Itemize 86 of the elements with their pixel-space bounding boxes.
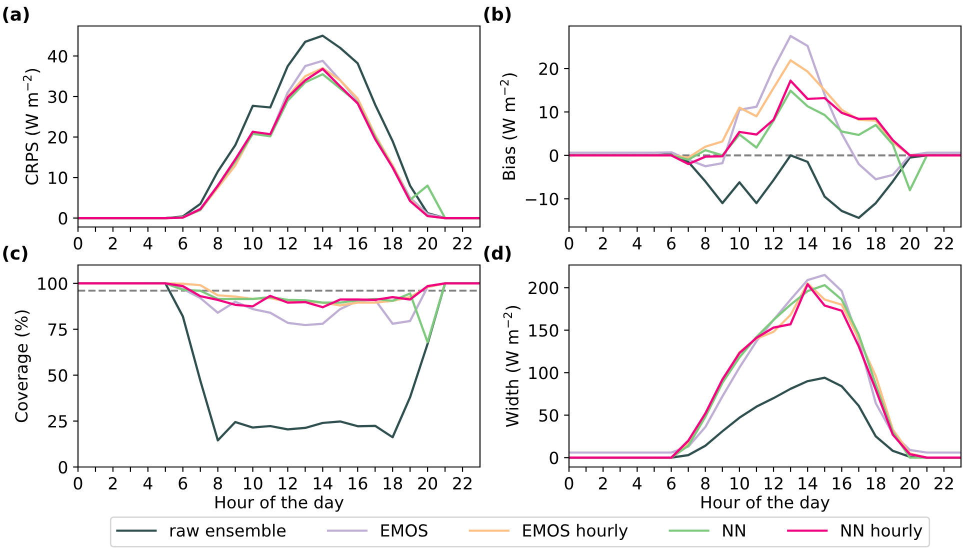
x-tick-label: 18 (867, 237, 886, 250)
x-axis-title: Hour of the day (216, 496, 344, 512)
x-tick-label: 4 (632, 477, 642, 490)
x-tick-label: 14 (798, 237, 818, 250)
y-tick-label: 25 (48, 415, 67, 428)
x-tick-label: 20 (418, 477, 438, 490)
y-tick-label: 30 (48, 90, 68, 104)
x-tick-label: 18 (384, 237, 402, 250)
y-axis-title: Width (W m$^{−2}$) (503, 306, 521, 427)
x-tick-label: 12 (764, 477, 782, 490)
x-tick-label: 2 (599, 477, 607, 490)
chart-title: (b) (484, 6, 511, 24)
x-tick-label: 4 (143, 477, 152, 490)
x-tick-label: 8 (701, 477, 710, 490)
x-tick-label: 18 (384, 477, 402, 490)
x-tick-label: 0 (74, 237, 82, 250)
chart-title: (a) (3, 6, 29, 24)
x-tick-label: 6 (667, 237, 676, 250)
x-tick-label: 10 (244, 477, 262, 490)
x-tick-label: 4 (143, 237, 152, 250)
x-tick-label: 18 (867, 477, 886, 490)
y-tick-label: −10 (526, 192, 558, 206)
x-tick-label: 6 (178, 237, 188, 250)
y-tick-label: 150 (529, 324, 558, 337)
y-tick-label: 10 (540, 106, 558, 119)
x-tick-label: 10 (244, 237, 262, 250)
y-tick-label: 20 (539, 62, 558, 76)
x-tick-label: 2 (108, 237, 117, 250)
x-tick-label: 12 (764, 237, 782, 250)
legend-label: raw ensemble (170, 524, 286, 537)
x-tick-label: 14 (314, 477, 332, 490)
y-axis-title: Bias (W m$^{−2}$) (500, 73, 518, 180)
y-tick-label: 0 (58, 212, 68, 225)
y-axis-title: Coverage (%) (14, 310, 31, 422)
line-series (164, 282, 446, 307)
y-tick-label: 100 (38, 277, 68, 290)
chart-title: (c) (3, 246, 28, 262)
x-tick-label: 16 (832, 477, 852, 490)
y-tick-label: 0 (58, 460, 68, 474)
line-series (78, 282, 480, 308)
x-tick-label: 16 (832, 237, 852, 250)
x-tick-label: 16 (348, 477, 368, 490)
x-tick-label: 14 (798, 477, 818, 490)
x-axis-title: Hour of the day (702, 496, 830, 512)
x-tick-label: 22 (453, 237, 472, 250)
x-tick-label: 22 (934, 477, 953, 490)
x-tick-label: 8 (214, 237, 222, 250)
x-tick-label: 12 (278, 477, 297, 490)
legend-label: NN (723, 524, 745, 537)
x-tick-label: 12 (278, 237, 297, 250)
y-axis-title: CRPS (W m$^{−2}$) (22, 68, 40, 185)
x-tick-label: 8 (214, 477, 222, 490)
x-tick-label: 4 (632, 237, 642, 250)
x-tick-label: 8 (701, 237, 710, 250)
x-tick-label: 2 (108, 477, 117, 490)
x-tick-label: 0 (564, 237, 574, 250)
x-tick-label: 2 (599, 237, 607, 250)
y-tick-label: 75 (48, 323, 67, 336)
y-tick-label: 200 (528, 282, 558, 294)
x-tick-label: 10 (730, 477, 749, 490)
line-series (569, 80, 961, 166)
x-tick-label: 20 (900, 237, 920, 250)
y-tick-label: 0 (550, 452, 558, 464)
x-tick-label: 6 (178, 477, 188, 490)
chart-title: (d) (484, 246, 511, 262)
y-tick-label: 0 (550, 149, 558, 162)
x-tick-label: 6 (667, 477, 676, 490)
y-tick-label: 100 (529, 366, 558, 380)
y-tick-label: 50 (539, 409, 558, 422)
x-tick-label: 20 (418, 237, 438, 250)
x-tick-label: 20 (900, 477, 920, 490)
y-tick-label: 40 (48, 50, 68, 63)
legend-label: EMOS (381, 524, 428, 537)
x-tick-label: 0 (74, 477, 82, 490)
y-tick-label: 20 (48, 131, 68, 144)
legend-label: EMOS hourly (523, 524, 628, 540)
x-tick-label: 10 (730, 237, 749, 250)
y-tick-label: 10 (48, 172, 68, 184)
x-tick-label: 22 (453, 477, 472, 490)
x-tick-label: 14 (314, 237, 332, 250)
x-tick-label: 16 (348, 237, 368, 250)
line-series (569, 34, 961, 180)
legend-label: NN hourly (841, 524, 922, 540)
x-tick-label: 0 (564, 477, 574, 490)
y-tick-label: 50 (48, 369, 68, 382)
x-tick-label: 22 (934, 237, 953, 250)
